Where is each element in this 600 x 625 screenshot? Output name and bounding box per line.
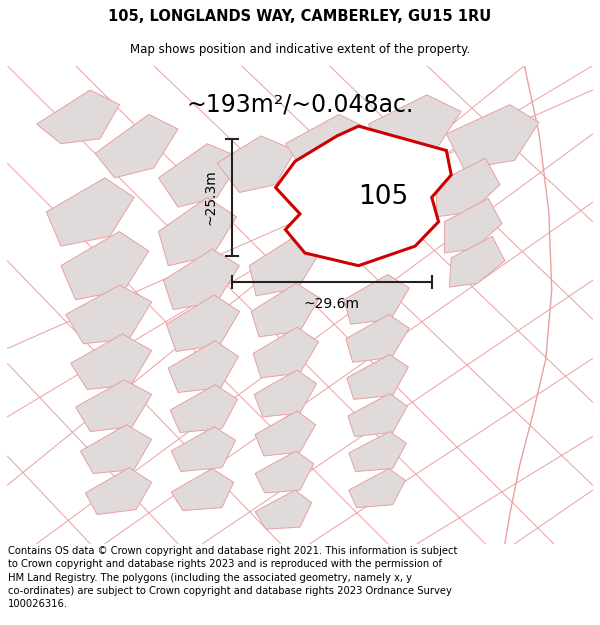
Polygon shape <box>158 144 241 207</box>
Polygon shape <box>37 90 119 144</box>
Polygon shape <box>349 431 406 471</box>
Polygon shape <box>46 178 134 246</box>
Polygon shape <box>255 490 312 529</box>
Polygon shape <box>66 285 152 344</box>
Polygon shape <box>168 341 239 392</box>
Polygon shape <box>249 236 320 296</box>
Polygon shape <box>344 274 409 324</box>
Polygon shape <box>170 385 238 432</box>
Polygon shape <box>446 104 539 169</box>
Polygon shape <box>61 231 149 300</box>
Text: ~193m²/~0.048ac.: ~193m²/~0.048ac. <box>187 92 413 117</box>
Polygon shape <box>71 334 152 389</box>
Text: Map shows position and indicative extent of the property.: Map shows position and indicative extent… <box>130 42 470 56</box>
Polygon shape <box>85 468 152 514</box>
Text: 105, LONGLANDS WAY, CAMBERLEY, GU15 1RU: 105, LONGLANDS WAY, CAMBERLEY, GU15 1RU <box>109 9 491 24</box>
Polygon shape <box>349 469 406 508</box>
Polygon shape <box>254 370 317 417</box>
Polygon shape <box>346 314 409 362</box>
Polygon shape <box>255 451 314 493</box>
Polygon shape <box>255 411 316 456</box>
Polygon shape <box>217 136 295 192</box>
Polygon shape <box>445 198 502 253</box>
Polygon shape <box>76 380 152 431</box>
Polygon shape <box>95 114 178 178</box>
Polygon shape <box>437 158 500 217</box>
Polygon shape <box>275 126 451 266</box>
Text: Contains OS data © Crown copyright and database right 2021. This information is : Contains OS data © Crown copyright and d… <box>8 546 457 609</box>
Polygon shape <box>251 283 320 337</box>
Polygon shape <box>368 95 461 158</box>
Polygon shape <box>80 425 152 474</box>
Polygon shape <box>163 249 239 309</box>
Polygon shape <box>347 354 409 399</box>
Polygon shape <box>171 427 236 471</box>
Polygon shape <box>158 198 236 266</box>
Polygon shape <box>348 394 407 436</box>
Polygon shape <box>286 114 373 178</box>
Polygon shape <box>171 469 233 511</box>
Polygon shape <box>449 236 505 287</box>
Text: 105: 105 <box>358 184 408 211</box>
Polygon shape <box>253 327 319 378</box>
Text: ~29.6m: ~29.6m <box>304 297 360 311</box>
Text: ~25.3m: ~25.3m <box>203 169 217 225</box>
Polygon shape <box>166 295 239 351</box>
